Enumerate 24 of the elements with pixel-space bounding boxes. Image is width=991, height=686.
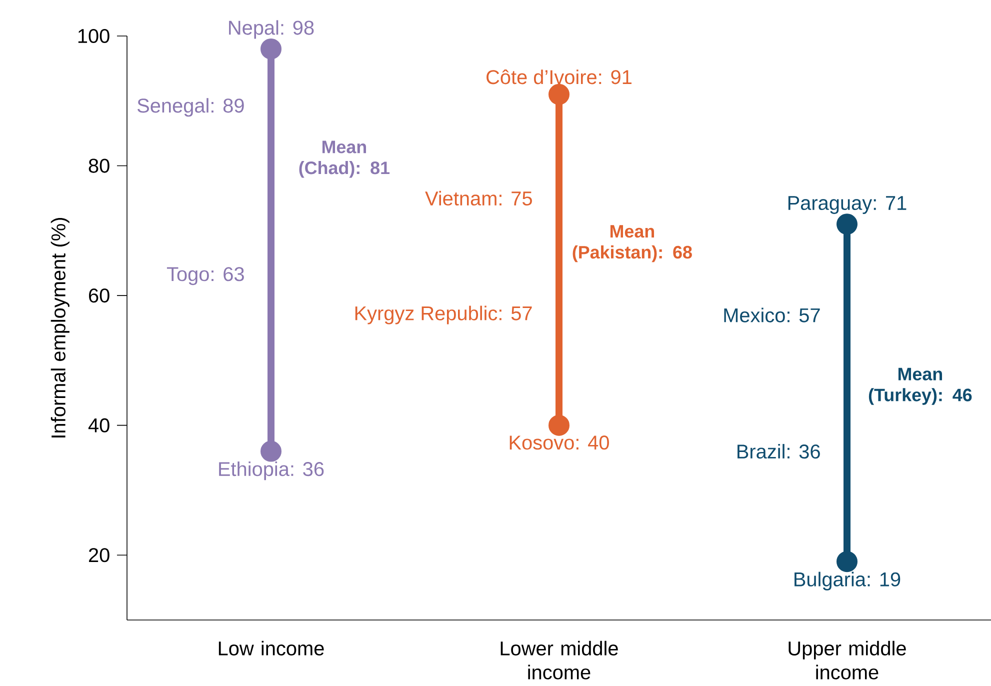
annotation: Mean (Chad): 81 xyxy=(299,140,390,178)
y-tick-label: 80 xyxy=(88,158,110,173)
annotation: Togo: 63 xyxy=(166,267,244,286)
annotation: Bulgaria: 19 xyxy=(794,572,900,590)
annotation: Nepal: 98 xyxy=(229,20,314,39)
x-tick-label: Low income xyxy=(218,640,324,656)
annotation: Mean (Turkey): 46 xyxy=(868,368,972,405)
y-tick-label: 60 xyxy=(89,288,110,303)
annotation: Brazil: 36 xyxy=(738,444,820,459)
x-tick-label: Lower middle income xyxy=(500,640,618,680)
annotation: Mean (Pakistan): 68 xyxy=(572,225,692,262)
annotation: Senegal: 89 xyxy=(138,98,244,117)
y-tick-label: 100 xyxy=(78,28,110,44)
x-tick-label: Upper middle income xyxy=(788,640,906,680)
annotation: Kosovo: 40 xyxy=(510,436,609,450)
y-tick-label: 20 xyxy=(88,548,110,562)
annotation: Ethiopia: 36 xyxy=(219,461,324,480)
annotation: Vietnam: 75 xyxy=(425,190,532,206)
annotation: Kyrgyz Republic: 57 xyxy=(355,306,532,324)
annotation: Mexico: 57 xyxy=(724,308,820,322)
annotation: Paraguay: 71 xyxy=(788,196,906,214)
y-axis-title: Informal employment (%) xyxy=(50,218,70,438)
y-tick-label: 40 xyxy=(88,418,110,432)
annotation: Côte d’Ivoire: 91 xyxy=(486,70,632,84)
